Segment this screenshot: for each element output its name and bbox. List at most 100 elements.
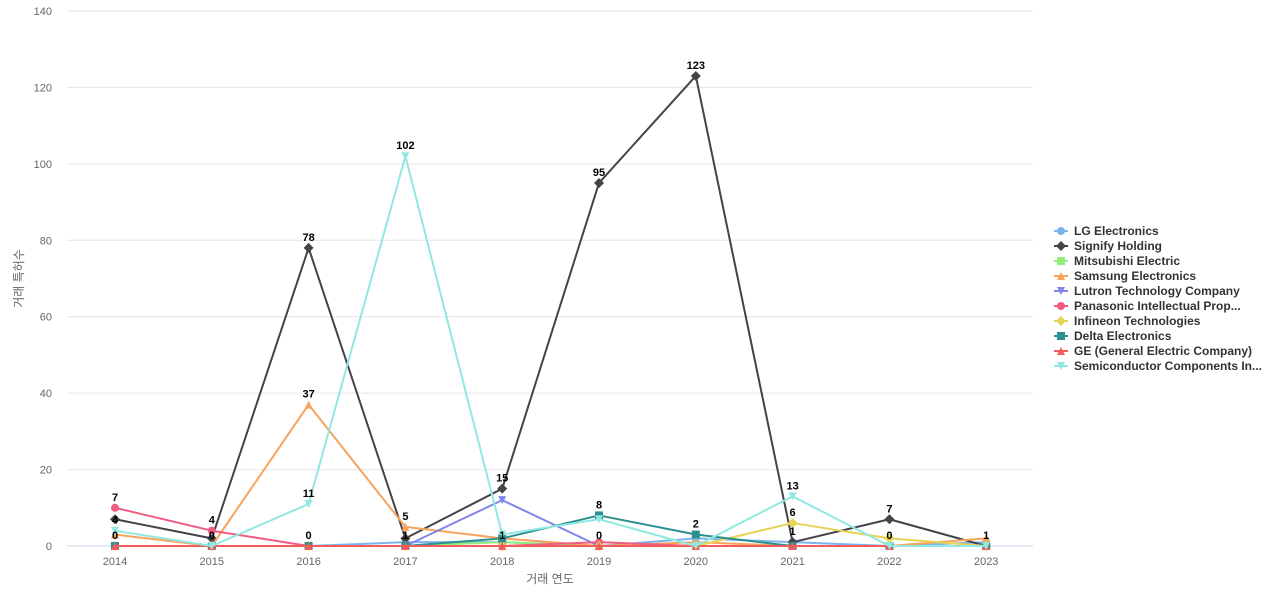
data-point	[885, 542, 894, 550]
legend-label: Delta Electronics	[1074, 329, 1172, 343]
legend-item[interactable]: Semiconductor Components In...	[1054, 359, 1262, 373]
data-point	[594, 177, 604, 188]
legend-label: Samsung Electronics	[1074, 269, 1196, 283]
legend-item[interactable]: LG Electronics	[1054, 224, 1159, 238]
x-tick-label: 2022	[877, 556, 901, 568]
data-point	[401, 542, 410, 550]
data-point	[595, 542, 603, 550]
legend-item[interactable]: Panasonic Intellectual Prop...	[1054, 299, 1241, 313]
x-axis: 2014 2015 2016 2017 2018 2019 2020 2021 2022 2023	[103, 556, 999, 568]
data-point	[691, 542, 700, 550]
series-9	[111, 152, 991, 550]
series-line	[114, 403, 987, 547]
y-tick-label: 40	[40, 388, 52, 400]
legend-item[interactable]: Mitsubishi Electric	[1054, 254, 1180, 268]
data-point	[110, 514, 120, 525]
data-label: 0	[306, 530, 312, 542]
data-label: 8	[596, 499, 602, 511]
legend-item[interactable]: Lutron Technology Company	[1054, 284, 1240, 298]
data-point	[884, 533, 895, 544]
data-label: 1	[402, 530, 408, 542]
legend-symbol	[1056, 316, 1066, 326]
data-point	[401, 152, 410, 161]
data-label: 5	[402, 511, 408, 523]
x-tick-label: 2015	[200, 556, 224, 568]
data-label: 7	[886, 503, 892, 515]
data-label: 95	[593, 167, 605, 179]
series-lines	[110, 70, 992, 551]
data-point	[690, 70, 701, 81]
data-label: 37	[302, 389, 314, 401]
data-point	[401, 522, 410, 531]
y-tick-label: 60	[40, 312, 52, 324]
data-label: 11	[303, 488, 315, 500]
legend-symbol	[1057, 257, 1065, 265]
legend-label: Infineon Technologies	[1074, 314, 1201, 328]
y-tick-label: 100	[34, 159, 52, 171]
data-point	[691, 530, 700, 539]
legend-label: GE (General Electric Company)	[1074, 344, 1252, 358]
legend-label: Signify Holding	[1074, 239, 1162, 253]
y-axis: 0 20 40 60 80 100 120 140	[34, 6, 52, 553]
legend-item[interactable]: Signify Holding	[1054, 239, 1162, 253]
data-point	[207, 542, 216, 550]
x-tick-label: 2021	[780, 556, 804, 568]
data-point	[498, 496, 507, 505]
legend-label: LG Electronics	[1074, 224, 1159, 238]
legend-label: Lutron Technology Company	[1074, 284, 1240, 298]
data-label: 1	[790, 526, 796, 538]
data-point	[595, 515, 603, 524]
series-line	[114, 155, 987, 547]
legend-symbol	[1057, 347, 1065, 355]
legend-label: Semiconductor Components In...	[1074, 359, 1262, 373]
data-label: 13	[786, 480, 798, 492]
data-point	[982, 542, 991, 550]
data-point	[982, 534, 991, 543]
data-label: 6	[790, 507, 796, 519]
data-point	[788, 492, 797, 501]
x-tick-label: 2020	[684, 556, 708, 568]
data-label: 0	[112, 530, 118, 542]
data-point	[788, 542, 797, 550]
legend-item[interactable]: GE (General Electric Company)	[1054, 344, 1252, 358]
data-label: 4	[112, 515, 119, 527]
legend-item[interactable]: Infineon Technologies	[1054, 314, 1201, 328]
legend-item[interactable]: Delta Electronics	[1054, 329, 1172, 343]
data-label: 15	[496, 473, 508, 485]
y-tick-label: 20	[40, 465, 52, 477]
y-tick-label: 80	[40, 235, 52, 247]
series-line	[115, 499, 987, 547]
data-label: 0	[596, 530, 602, 542]
data-point	[111, 526, 119, 535]
series-line	[114, 74, 987, 547]
x-tick-label: 2014	[103, 556, 127, 568]
legend-symbol	[1056, 241, 1066, 251]
grid	[67, 10, 1033, 547]
data-point	[111, 542, 119, 550]
legend-symbol	[1057, 302, 1065, 310]
data-label: 4	[209, 515, 216, 527]
data-point	[303, 242, 314, 253]
data-label: 0	[886, 530, 892, 542]
legend-symbol	[1057, 227, 1065, 235]
x-tick-label: 2018	[490, 556, 514, 568]
data-point	[400, 533, 411, 544]
data-label: 102	[396, 140, 414, 152]
data-label: 0	[209, 530, 215, 542]
legend-item[interactable]: Samsung Electronics	[1054, 269, 1196, 283]
data-point	[111, 503, 119, 512]
x-axis-title: 거래 연도	[526, 572, 574, 586]
data-label: 123	[687, 60, 705, 72]
data-point	[884, 514, 895, 525]
y-tick-label: 120	[34, 82, 52, 94]
y-tick-label: 140	[34, 6, 52, 18]
legend-symbol	[1057, 272, 1065, 280]
series-1	[110, 70, 992, 551]
legend-symbol	[1057, 362, 1065, 370]
legend-label: Mitsubishi Electric	[1074, 254, 1180, 268]
data-label: 1	[983, 530, 989, 542]
x-tick-label: 2019	[587, 556, 611, 568]
